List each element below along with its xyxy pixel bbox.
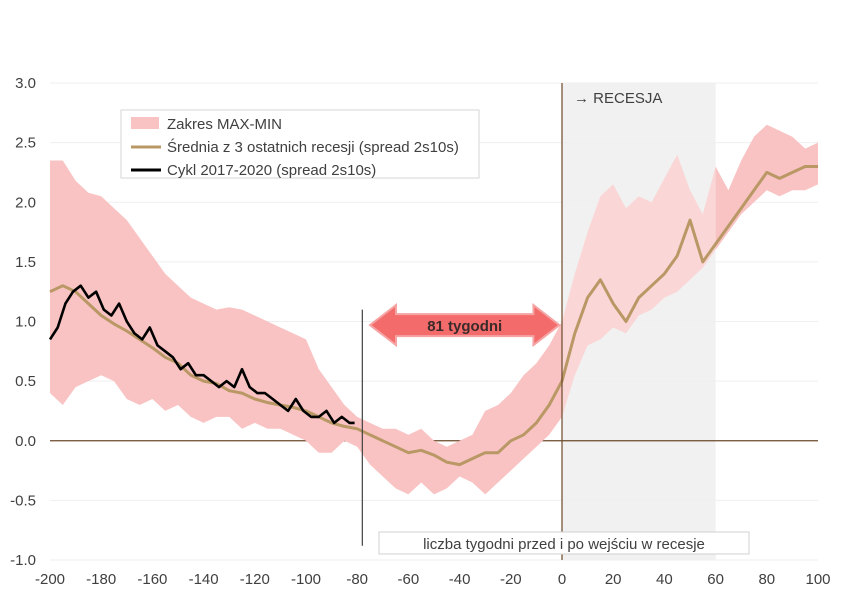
duration-arrow <box>368 303 562 348</box>
x-tick-label: -60 <box>398 571 420 588</box>
x-tick-label: 100 <box>805 571 830 588</box>
range-band-before <box>50 160 562 495</box>
y-tick-label: 1.5 <box>15 254 36 271</box>
legend-box <box>120 109 480 179</box>
x-tick-label: -200 <box>35 571 65 588</box>
x-tick-label: -140 <box>189 571 219 588</box>
x-tick-label: -20 <box>500 571 522 588</box>
y-tick-label: 0.5 <box>15 373 36 390</box>
x-tick-label: 20 <box>605 571 622 588</box>
x-tick-label: -100 <box>291 571 321 588</box>
legend-swatch-range <box>131 117 159 129</box>
x-tick-label: -160 <box>137 571 167 588</box>
recession-label: → RECESJA <box>574 90 662 107</box>
x-tick-label: 0 <box>558 571 566 588</box>
x-tick-label: 80 <box>758 571 775 588</box>
x-tick-label: -180 <box>86 571 116 588</box>
range-band-after <box>715 124 818 250</box>
x-tick-label: 40 <box>656 571 673 588</box>
x-tick-label: -80 <box>346 571 368 588</box>
y-tick-label: 2.5 <box>15 135 36 152</box>
duration-arrow-label: 81 tygodni <box>427 318 502 335</box>
y-tick-label: 2.0 <box>15 194 36 211</box>
legend-label: Średnia z 3 ostatnich recesji (spread 2s… <box>167 138 459 156</box>
y-tick-label: 1.0 <box>15 314 36 331</box>
legend-label: Cykl 2017-2020 (spread 2s10s) <box>167 162 376 179</box>
x-axis-label: liczba tygodni przed i po wejściu w rece… <box>423 536 705 553</box>
x-tick-label: -120 <box>240 571 270 588</box>
y-tick-label: -0.5 <box>10 492 36 509</box>
range-band-recession <box>562 154 716 417</box>
y-tick-label: 0.0 <box>15 433 36 450</box>
x-tick-label: 60 <box>707 571 724 588</box>
y-tick-label: -1.0 <box>10 552 36 569</box>
x-tick-label: -40 <box>449 571 471 588</box>
x-axis-label-box <box>378 531 750 555</box>
cycle-2017-2020-line <box>48 284 355 425</box>
legend-label: Zakres MAX-MIN <box>167 116 282 133</box>
y-tick-label: 3.0 <box>15 75 36 92</box>
